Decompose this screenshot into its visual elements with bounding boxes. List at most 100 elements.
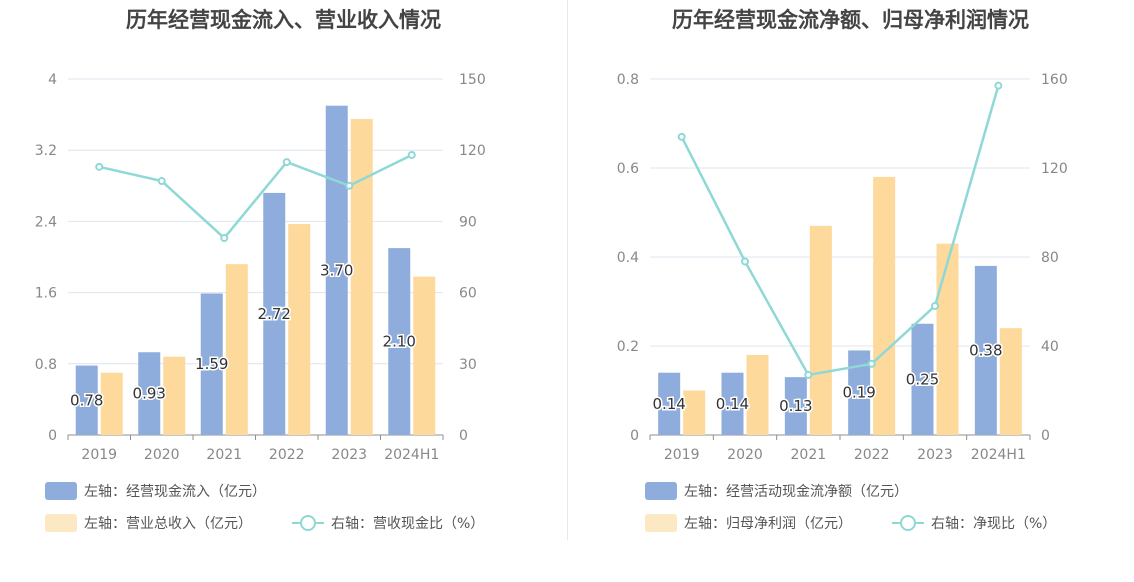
y-right-tick-label: 120 — [1041, 161, 1068, 177]
y-right-tick-label: 150 — [459, 72, 486, 88]
bar-data-label: 0.14 — [716, 395, 749, 413]
bar-data-label: 0.38 — [969, 341, 1002, 359]
chart-legend: 左轴：经营活动现金流净额（亿元） 左轴：归母净利润（亿元） 右轴：净现比（%） — [567, 0, 1134, 582]
bar-secondary[interactable] — [999, 328, 1022, 435]
y-left-tick-label: 0.8 — [617, 72, 639, 88]
line-point[interactable] — [741, 257, 749, 266]
y-right-tick-label: 30 — [459, 357, 477, 373]
chart-legend: 左轴：经营现金流入（亿元） 左轴：营业总收入（亿元） 右轴：营收现金比（%） — [45, 481, 484, 533]
line-point[interactable] — [220, 234, 229, 243]
x-tick-label: 2023 — [917, 447, 953, 463]
bar-primary[interactable] — [388, 248, 411, 435]
bar-secondary[interactable] — [809, 225, 832, 435]
line-point[interactable] — [157, 177, 166, 186]
x-tick-label: 2020 — [144, 447, 180, 463]
y-left-tick-label: 4 — [48, 72, 57, 88]
x-tick-label: 2019 — [81, 447, 117, 463]
bar-data-label: 1.59 — [195, 355, 228, 373]
bar-secondary[interactable] — [225, 264, 248, 435]
y-left-tick-label: 0.2 — [617, 339, 639, 355]
y-left-tick-label: 0.6 — [617, 161, 639, 177]
y-left-tick-label: 0 — [48, 428, 57, 444]
y-right-tick-label: 120 — [459, 143, 486, 159]
legend-item[interactable]: 右轴：净现比（%） — [892, 513, 1056, 533]
line-point[interactable] — [407, 150, 416, 159]
y-right-tick-label: 0 — [1041, 428, 1050, 444]
chart-svg: 0 0.2 0.4 0.6 0.8 0 40 80 120 160 2019 2020 2021 2022… — [617, 72, 1068, 463]
line-point[interactable] — [282, 158, 291, 167]
bar-secondary[interactable] — [288, 224, 311, 435]
legend-swatch — [45, 514, 77, 532]
y-left-tick-label: 0 — [630, 428, 639, 444]
bar-secondary[interactable] — [746, 354, 769, 435]
y-right-tick-label: 80 — [1041, 250, 1059, 266]
y-right-tick-label: 0 — [459, 428, 468, 444]
bar-secondary[interactable] — [413, 276, 436, 435]
bar-primary[interactable] — [974, 265, 997, 435]
x-tick-label: 2022 — [269, 447, 305, 463]
line-series — [98, 153, 413, 240]
bar-data-label: 0.78 — [70, 391, 103, 409]
bar-primary[interactable] — [911, 323, 934, 435]
line-point[interactable] — [677, 132, 686, 141]
y-left-tick-label: 3.2 — [35, 143, 57, 159]
legend-item[interactable]: 左轴：经营现金流入（亿元） — [45, 481, 266, 501]
chart-title: 历年经营现金流净额、归母净利润情况 — [672, 8, 1029, 32]
bar-primary[interactable] — [848, 350, 871, 435]
legend-line-marker — [292, 514, 324, 532]
panel-divider — [567, 0, 568, 540]
y-left-tick-label: 1.6 — [35, 286, 57, 302]
chart-title: 历年经营现金流入、营业收入情况 — [126, 8, 441, 32]
bar-data-label: 0.14 — [652, 395, 685, 413]
y-right-tick-label: 160 — [1041, 72, 1068, 88]
x-tick-label: 2020 — [727, 447, 763, 463]
bar-data-label: 0.25 — [906, 370, 939, 388]
bar-primary[interactable] — [75, 365, 98, 435]
bar-data-label: 0.19 — [842, 384, 875, 402]
bar-data-label: 3.70 — [320, 261, 353, 279]
legend-swatch — [645, 514, 677, 532]
x-tick-label: 2019 — [664, 447, 700, 463]
legend-item[interactable]: 左轴：经营活动现金流净额（亿元） — [645, 481, 908, 501]
legend-label: 左轴：营业总收入（亿元） — [84, 516, 252, 532]
bar-primary[interactable] — [658, 372, 681, 435]
bar-data-label: 2.72 — [258, 305, 291, 323]
bar-secondary[interactable] — [873, 176, 896, 435]
bar-secondary[interactable] — [163, 356, 186, 435]
legend-label: 左轴：归母净利润（亿元） — [684, 516, 852, 532]
bar-primary[interactable] — [138, 352, 161, 435]
line-point[interactable] — [931, 301, 939, 310]
y-right-tick-label: 40 — [1041, 339, 1059, 355]
x-tick-label: 2021 — [206, 447, 242, 463]
legend-label: 右轴：净现比（%） — [931, 516, 1057, 532]
line-point[interactable] — [994, 81, 1003, 90]
bar-data-label: 0.13 — [779, 397, 812, 415]
bar-secondary[interactable] — [350, 119, 373, 436]
legend-item[interactable]: 右轴：营收现金比（%） — [292, 513, 484, 533]
legend-item[interactable]: 左轴：归母净利润（亿元） — [645, 513, 852, 533]
legend-label: 左轴：经营现金流入（亿元） — [84, 484, 266, 500]
bar-data-label: 0.93 — [133, 385, 166, 403]
chart-panel-netcash-profit: 历年经营现金流净额、归母净利润情况 0 0.2 0.4 0.6 0.8 0 40 80 120 1… — [567, 0, 1134, 582]
bar-secondary[interactable] — [683, 390, 706, 436]
line-point[interactable] — [867, 359, 876, 368]
line-point[interactable] — [345, 181, 354, 190]
bar-primary[interactable] — [263, 192, 286, 435]
x-tick-label: 2021 — [791, 447, 827, 463]
y-right-tick-label: 60 — [459, 286, 477, 302]
legend-swatch — [45, 482, 77, 500]
line-point[interactable] — [95, 162, 104, 171]
x-tick-label: 2024H1 — [384, 447, 439, 463]
line-point[interactable] — [804, 370, 813, 379]
bar-primary[interactable] — [784, 377, 807, 435]
bar-primary[interactable] — [721, 372, 744, 435]
chart-panel-cashflow-revenue: 历年经营现金流入、营业收入情况 0 0.8 1.6 2.4 3.2 4 0 30 60 90 120… — [35, 8, 486, 533]
bar-secondary[interactable] — [100, 372, 123, 435]
y-left-tick-label: 0.8 — [35, 357, 57, 373]
bar-secondary[interactable] — [936, 243, 959, 435]
legend-item[interactable]: 左轴：营业总收入（亿元） — [45, 513, 252, 533]
legend-line-marker — [892, 514, 924, 532]
bar-primary[interactable] — [325, 105, 348, 435]
x-tick-label: 2022 — [854, 447, 890, 463]
bar-primary[interactable] — [200, 293, 223, 435]
